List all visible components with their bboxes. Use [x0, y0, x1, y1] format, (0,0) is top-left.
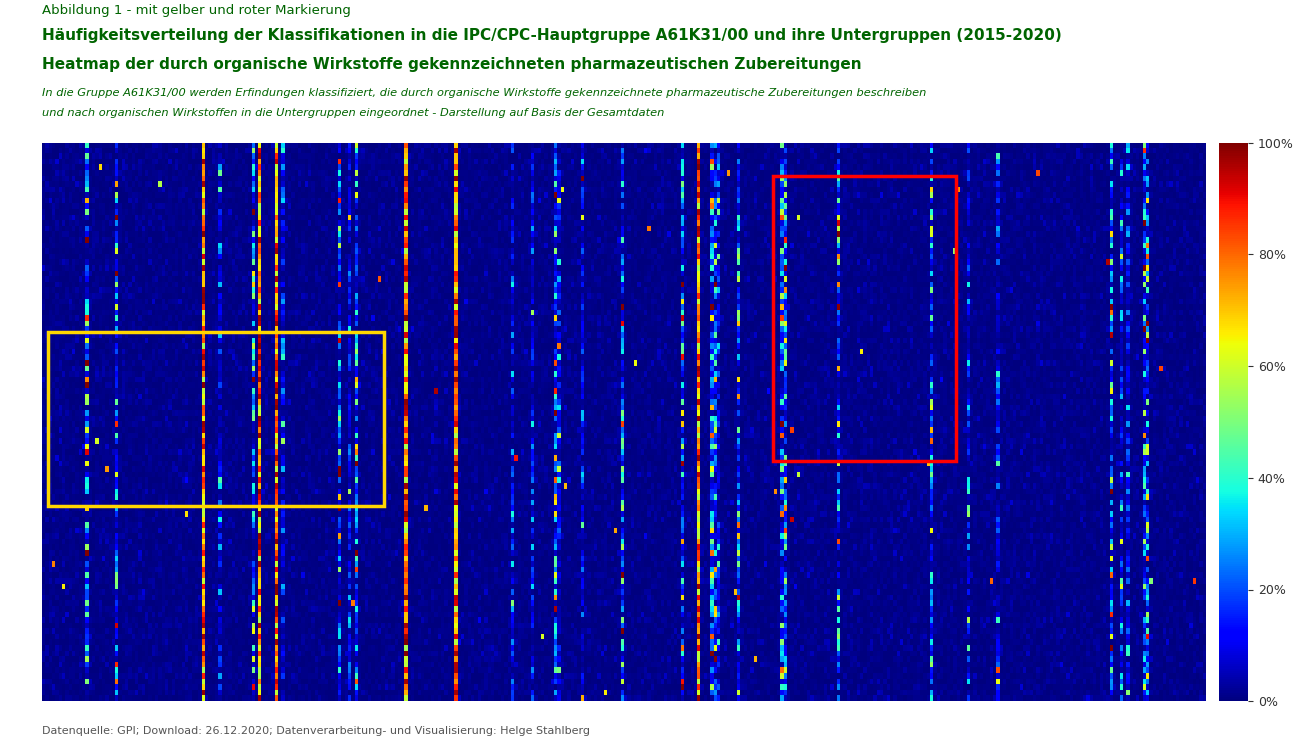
Text: Datenquelle: GPI; Download: 26.12.2020; Datenverarbeitung- und Visualisierung: H: Datenquelle: GPI; Download: 26.12.2020; … [42, 727, 590, 736]
Text: Heatmap der durch organische Wirkstoffe gekennzeichneten pharmazeutischen Zubere: Heatmap der durch organische Wirkstoffe … [42, 57, 861, 72]
Text: und nach organischen Wirkstoffen in die Untergruppen eingeordnet - Darstellung a: und nach organischen Wirkstoffen in die … [42, 108, 664, 118]
Text: Abbildung 1 - mit gelber und roter Markierung: Abbildung 1 - mit gelber und roter Marki… [42, 4, 351, 16]
Text: Häufigkeitsverteilung der Klassifikationen in die IPC/CPC-Hauptgruppe A61K31/00 : Häufigkeitsverteilung der Klassifikation… [42, 28, 1061, 43]
Bar [48, 332, 384, 506]
Bar [774, 176, 956, 461]
Text: In die Gruppe A61K31/00 werden Erfindungen klassifiziert, die durch organische W: In die Gruppe A61K31/00 werden Erfindung… [42, 88, 926, 98]
